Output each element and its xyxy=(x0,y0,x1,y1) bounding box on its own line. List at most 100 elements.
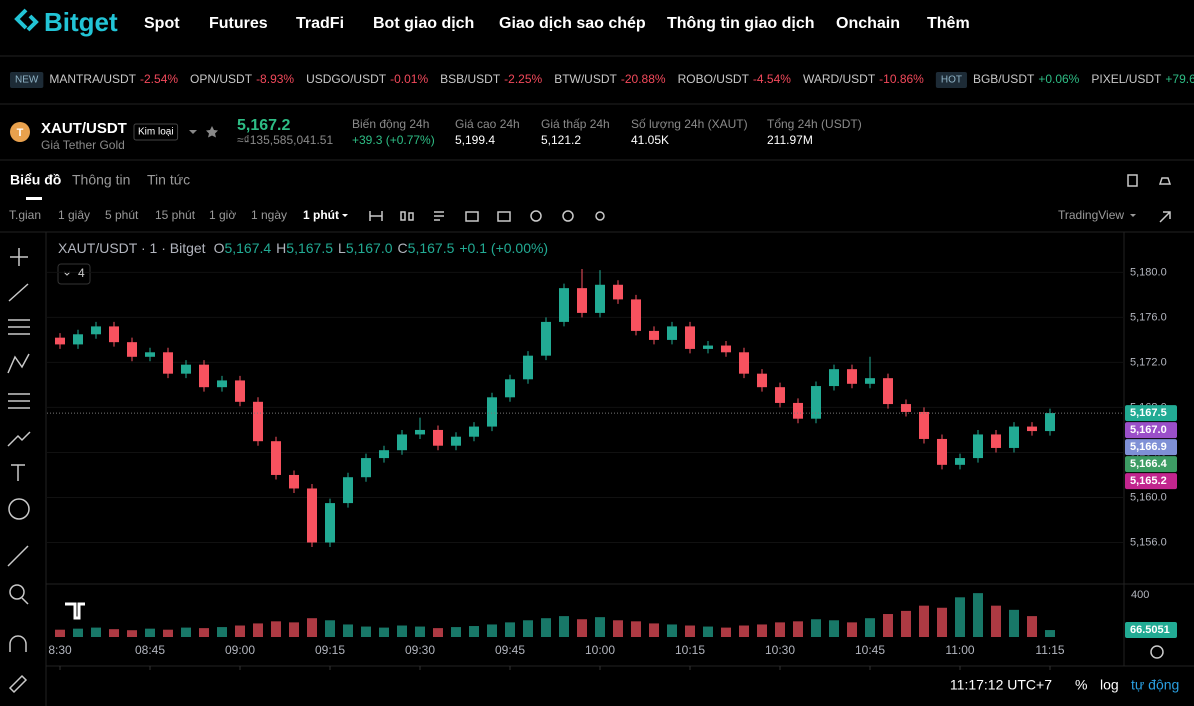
candle-body xyxy=(991,434,1001,448)
volume-bar xyxy=(685,625,695,637)
indicator-caret[interactable] xyxy=(63,271,71,276)
caret[interactable] xyxy=(189,130,197,134)
ticker-change[interactable]: -2.54% xyxy=(140,72,178,86)
nav-item[interactable]: Thêm xyxy=(927,15,970,32)
ticker-change[interactable]: -20.88% xyxy=(621,72,666,86)
price-tag xyxy=(1125,456,1177,473)
volume-bar xyxy=(1045,630,1055,637)
nav-item[interactable]: Spot xyxy=(144,15,180,32)
price: 5,167.2 xyxy=(237,117,290,134)
volume-tick-label: 400 xyxy=(1131,589,1149,601)
ticker-symbol[interactable]: WARD/USDT xyxy=(803,72,876,86)
scale-option[interactable]: log xyxy=(1100,677,1119,693)
interval[interactable]: 1 giây xyxy=(58,208,90,222)
ticker-change[interactable]: -2.25% xyxy=(504,72,542,86)
interval[interactable]: 5 phút xyxy=(105,208,139,222)
ticker-change[interactable]: -10.86% xyxy=(879,72,924,86)
ticker-symbol[interactable]: ROBO/USDT xyxy=(678,72,750,86)
stat-value: 41.05K xyxy=(631,133,669,147)
favorite-star[interactable] xyxy=(206,126,218,138)
ticker-change[interactable]: +79.61% xyxy=(1165,72,1194,86)
candle-body xyxy=(217,380,227,388)
volume-bar xyxy=(613,620,623,637)
nav-item[interactable]: Onchain xyxy=(836,15,900,32)
volume-bar xyxy=(577,619,587,637)
chart-tools[interactable] xyxy=(369,174,1172,223)
volume-bar xyxy=(91,627,101,637)
volume-bar xyxy=(649,623,659,637)
volume-bar xyxy=(559,616,569,637)
candle-body xyxy=(109,326,119,343)
ticker-symbol[interactable]: USDGO/USDT xyxy=(306,72,387,86)
legend-value: 5,167.5 xyxy=(286,240,333,256)
price-tag-label: 5,165.2 xyxy=(1130,475,1167,487)
pair[interactable]: XAUT/USDT xyxy=(41,120,127,137)
stat-value: +39.3 (+0.77%) xyxy=(352,133,435,147)
nav-item[interactable]: Thông tin giao dịch xyxy=(667,15,815,32)
volume-bar xyxy=(883,614,893,637)
volume-bar xyxy=(487,624,497,637)
interval[interactable]: 1 phút xyxy=(303,208,339,222)
logo-icon[interactable] xyxy=(14,8,39,32)
indicator-box[interactable] xyxy=(57,263,91,285)
nav-item[interactable]: TradFi xyxy=(296,15,344,32)
ticker-symbol[interactable]: BTW/USDT xyxy=(554,72,617,86)
ticker-change[interactable]: -0.01% xyxy=(390,72,428,86)
provider[interactable]: TradingView xyxy=(1058,208,1124,222)
provider-caret[interactable] xyxy=(1130,214,1136,217)
stat-value: 5,121.2 xyxy=(541,133,581,147)
interval[interactable]: T.gian xyxy=(9,208,41,222)
ticker-change[interactable]: +0.06% xyxy=(1038,72,1079,86)
tab-underline xyxy=(26,197,42,200)
volume-bar xyxy=(793,621,803,637)
ticker-change[interactable]: -4.54% xyxy=(753,72,791,86)
interval[interactable]: 1 giờ xyxy=(209,208,236,222)
nav-item[interactable]: Giao dịch sao chép xyxy=(499,15,646,32)
asset-name: Giá Tether Gold xyxy=(41,138,125,152)
candle-body xyxy=(883,378,893,405)
nav-item[interactable]: Bot giao dịch xyxy=(373,15,474,32)
interval[interactable]: 15 phút xyxy=(155,208,196,222)
tab[interactable]: Biểu đồ xyxy=(10,172,61,188)
ticker-symbol[interactable]: BSB/USDT xyxy=(440,72,501,86)
volume-bar xyxy=(1027,616,1037,637)
candle-body xyxy=(937,438,947,465)
price-tag-label: 5,167.0 xyxy=(1130,424,1167,436)
volume-bar xyxy=(541,618,551,637)
ticker-symbol[interactable]: PIXEL/USDT xyxy=(1091,72,1162,86)
candle-body xyxy=(1045,413,1055,432)
tab[interactable]: Tin tức xyxy=(147,172,190,188)
price-tag-label: 5,166.9 xyxy=(1130,441,1167,453)
ticker-symbol[interactable]: MANTRA/USDT xyxy=(49,72,136,86)
badge-text: HOT xyxy=(941,75,962,86)
volume-bar xyxy=(469,626,479,637)
drawing-tools[interactable] xyxy=(7,248,31,694)
indicator-count[interactable]: 4 xyxy=(78,266,85,280)
stat-label: Giá cao 24h xyxy=(455,117,520,131)
tab[interactable]: Thông tin xyxy=(72,172,130,188)
scale-option[interactable]: % xyxy=(1075,677,1087,693)
ticker-symbol[interactable]: OPN/USDT xyxy=(190,72,253,86)
candle-body xyxy=(775,387,785,403)
nav-item[interactable]: Futures xyxy=(209,15,268,32)
candle-body xyxy=(271,441,281,475)
settings-icon[interactable] xyxy=(1150,645,1164,659)
tv-logo[interactable] xyxy=(65,602,85,620)
volume-bar xyxy=(271,621,281,637)
ticker-change[interactable]: -8.93% xyxy=(256,72,294,86)
interval[interactable]: 1 ngày xyxy=(251,208,287,222)
interval-caret[interactable] xyxy=(342,214,348,217)
logo-text[interactable]: Bitget xyxy=(44,7,118,37)
ticker-symbol[interactable]: BGB/USDT xyxy=(973,72,1035,86)
candle-body xyxy=(451,436,461,446)
scale-option[interactable]: tự động xyxy=(1131,677,1179,693)
candle-body xyxy=(163,352,173,374)
candle-body xyxy=(361,458,371,478)
dividers xyxy=(0,55,1194,706)
volume-bar xyxy=(667,624,677,637)
candle-body xyxy=(253,401,263,442)
legend-key: H xyxy=(276,240,286,256)
price-tag xyxy=(1125,405,1177,422)
